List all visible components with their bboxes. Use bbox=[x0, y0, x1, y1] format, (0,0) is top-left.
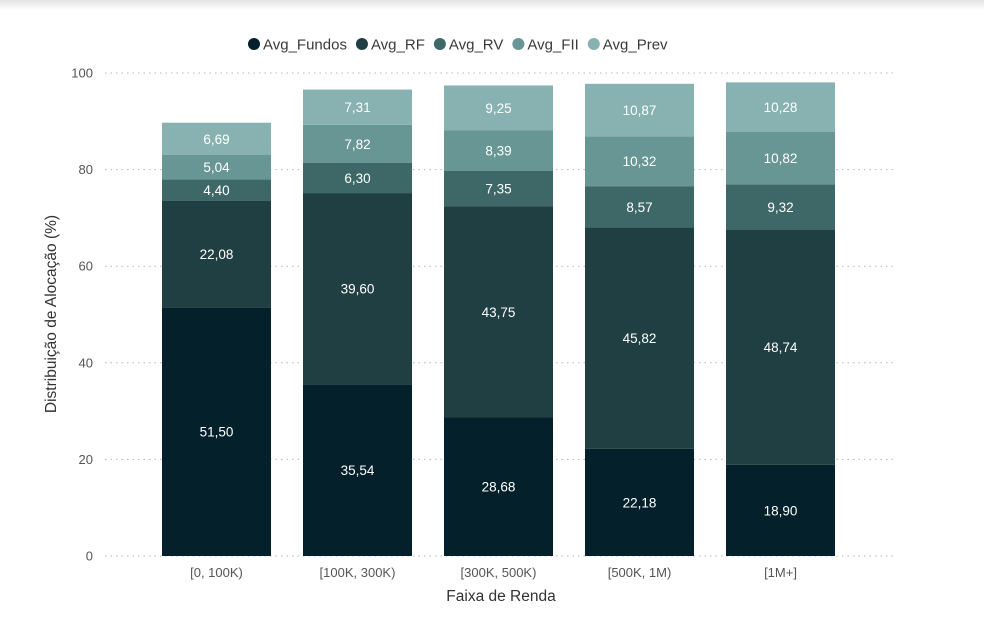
legend-marker bbox=[433, 38, 446, 50]
data-label: 22,08 bbox=[200, 247, 234, 262]
x-axis-title: Faixa de Renda bbox=[446, 588, 556, 605]
data-label: 10,28 bbox=[764, 100, 798, 115]
data-label: 43,75 bbox=[482, 305, 516, 320]
data-label: 6,30 bbox=[344, 171, 370, 186]
legend-marker bbox=[587, 38, 600, 50]
bar-segment bbox=[303, 89, 412, 125]
legend-marker bbox=[512, 38, 525, 50]
data-label: 8,57 bbox=[626, 200, 652, 215]
data-label: 35,54 bbox=[341, 463, 375, 478]
bar-segment bbox=[303, 124, 412, 163]
bar-segment bbox=[726, 132, 835, 185]
data-label: 5,04 bbox=[203, 160, 230, 175]
legend-label: Avg_Prev bbox=[603, 37, 668, 54]
x-tick-label: [0, 100K) bbox=[190, 565, 243, 580]
chart-legend: Avg_Fundos Avg_RF Avg_RV Avg_FII Avg_Prev bbox=[248, 37, 668, 54]
data-label: 39,60 bbox=[341, 282, 375, 297]
bar-segment bbox=[726, 184, 835, 230]
data-label: 9,32 bbox=[767, 200, 793, 215]
bar-segment bbox=[162, 155, 271, 180]
data-label: 28,68 bbox=[482, 480, 516, 495]
bar-segment bbox=[726, 464, 835, 556]
legend-label: Avg_RV bbox=[449, 37, 504, 54]
y-tick-label: 0 bbox=[86, 549, 93, 564]
x-tick-label: [1M+] bbox=[764, 565, 797, 580]
bar-segment bbox=[303, 193, 412, 385]
x-tick-label: [500K, 1M) bbox=[608, 565, 672, 580]
bar-segment bbox=[162, 122, 271, 156]
bar-segment bbox=[162, 307, 271, 556]
data-label: 48,74 bbox=[764, 340, 798, 355]
y-tick-label: 100 bbox=[71, 66, 93, 81]
bars bbox=[162, 82, 835, 556]
window-top-edge bbox=[0, 0, 984, 10]
bar-segment bbox=[162, 200, 271, 308]
data-label: 4,40 bbox=[203, 183, 229, 198]
legend-label: Avg_FII bbox=[527, 37, 578, 54]
legend-marker bbox=[355, 38, 368, 50]
bar-segment bbox=[303, 162, 412, 194]
x-tick-label: [300K, 500K) bbox=[461, 565, 537, 580]
bar-segment bbox=[585, 83, 694, 137]
bar-segment bbox=[444, 417, 553, 556]
y-tick-label: 80 bbox=[79, 162, 93, 177]
x-tick-label: [100K, 300K) bbox=[320, 565, 396, 580]
data-label: 18,90 bbox=[764, 503, 798, 518]
data-label: 51,50 bbox=[200, 425, 234, 440]
bar-segment bbox=[585, 448, 694, 556]
data-label: 7,82 bbox=[344, 137, 370, 152]
y-tick-label: 60 bbox=[79, 259, 93, 274]
bar-segment bbox=[726, 229, 835, 465]
data-label: 9,25 bbox=[485, 101, 511, 116]
bar-segment bbox=[585, 227, 694, 449]
bar-segment bbox=[726, 82, 835, 133]
legend-marker bbox=[248, 38, 260, 50]
bar-segment bbox=[303, 384, 412, 556]
data-labels: 51,50 22,08 4,40 5,04 6,69 35,54 39,60 6,30 7,82… bbox=[200, 100, 798, 518]
bar-segment bbox=[444, 85, 553, 131]
data-label: 10,32 bbox=[623, 154, 657, 169]
data-label: 22,18 bbox=[623, 495, 657, 510]
bar-segment bbox=[444, 130, 553, 171]
legend-label: Avg_RF bbox=[371, 37, 425, 54]
bar-segment bbox=[585, 186, 694, 228]
y-axis-ticks: 0 20 40 60 80 100 bbox=[71, 66, 93, 564]
data-label: 7,31 bbox=[344, 100, 370, 115]
data-label: 6,69 bbox=[203, 132, 229, 147]
bar-segment bbox=[585, 136, 694, 187]
y-axis-title: Distribuição de Alocação (%) bbox=[43, 215, 60, 413]
y-tick-label: 40 bbox=[79, 355, 93, 370]
data-label: 10,82 bbox=[764, 151, 798, 166]
bar-segment bbox=[444, 170, 553, 207]
legend-label: Avg_Fundos bbox=[263, 37, 347, 54]
bar-segment bbox=[162, 179, 271, 201]
data-label: 7,35 bbox=[485, 181, 511, 196]
data-label: 45,82 bbox=[623, 331, 657, 346]
y-tick-label: 20 bbox=[79, 452, 93, 467]
data-label: 10,87 bbox=[623, 103, 657, 118]
x-axis-ticks: [0, 100K) [100K, 300K) [300K, 500K) [500K, … bbox=[190, 565, 797, 580]
bar-segment bbox=[444, 206, 553, 418]
data-label: 8,39 bbox=[485, 143, 511, 158]
